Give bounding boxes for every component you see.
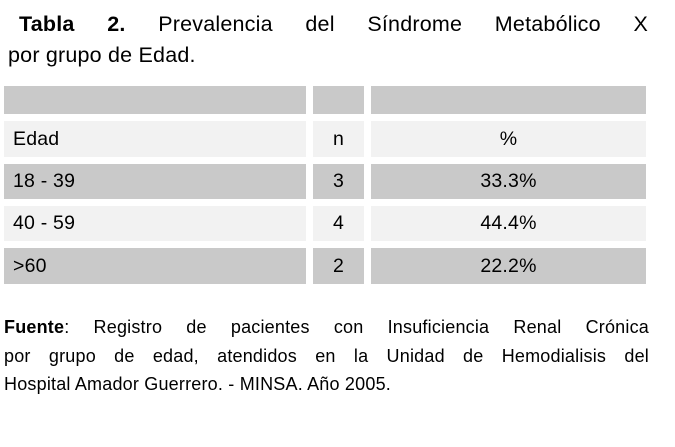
cell-percent-row2: 44.4% <box>371 206 646 241</box>
cell-n-row3: 2 <box>313 248 364 284</box>
column-header-percent: % <box>371 121 646 157</box>
header-band-cell-percent <box>371 86 646 114</box>
table-title-label: Tabla 2. <box>19 12 126 36</box>
cell-edad-row1: 18 - 39 <box>4 164 306 199</box>
table-title-text: Prevalencia del Síndrome Metabólico X <box>158 12 648 36</box>
source-note: Fuente: Registro de pacientes con Insufi… <box>4 313 649 399</box>
source-note-line2: por grupo de edad, atendidos en la Unida… <box>4 345 649 366</box>
table-title: Tabla 2. Prevalencia del Síndrome Metabó… <box>8 9 648 71</box>
cell-n-row2: 4 <box>313 206 364 241</box>
source-note-line1: Fuente: Registro de pacientes con Insufi… <box>4 313 649 342</box>
source-note-text: : Registro de pacientes con Insuficienci… <box>64 317 649 337</box>
header-band-cell-n <box>313 86 364 114</box>
column-header-n: n <box>313 121 364 157</box>
cell-percent-row1: 33.3% <box>371 164 646 199</box>
table-title-line1: Tabla 2. Prevalencia del Síndrome Metabó… <box>8 9 648 40</box>
source-note-line3: Hospital Amador Guerrero. - MINSA. Año 2… <box>4 374 391 394</box>
cell-edad-row3: >60 <box>4 248 306 284</box>
header-band-cell-edad <box>4 86 306 114</box>
cell-percent-row3: 22.2% <box>371 248 646 284</box>
cell-edad-row2: 40 - 59 <box>4 206 306 241</box>
table-title-line2: por grupo de Edad. <box>8 43 196 67</box>
column-header-edad: Edad <box>4 121 306 157</box>
cell-n-row1: 3 <box>313 164 364 199</box>
prevalence-table: Edad n % 18 - 39 3 33.3% 40 - 59 4 44.4%… <box>4 86 646 284</box>
source-note-label: Fuente <box>4 317 65 337</box>
